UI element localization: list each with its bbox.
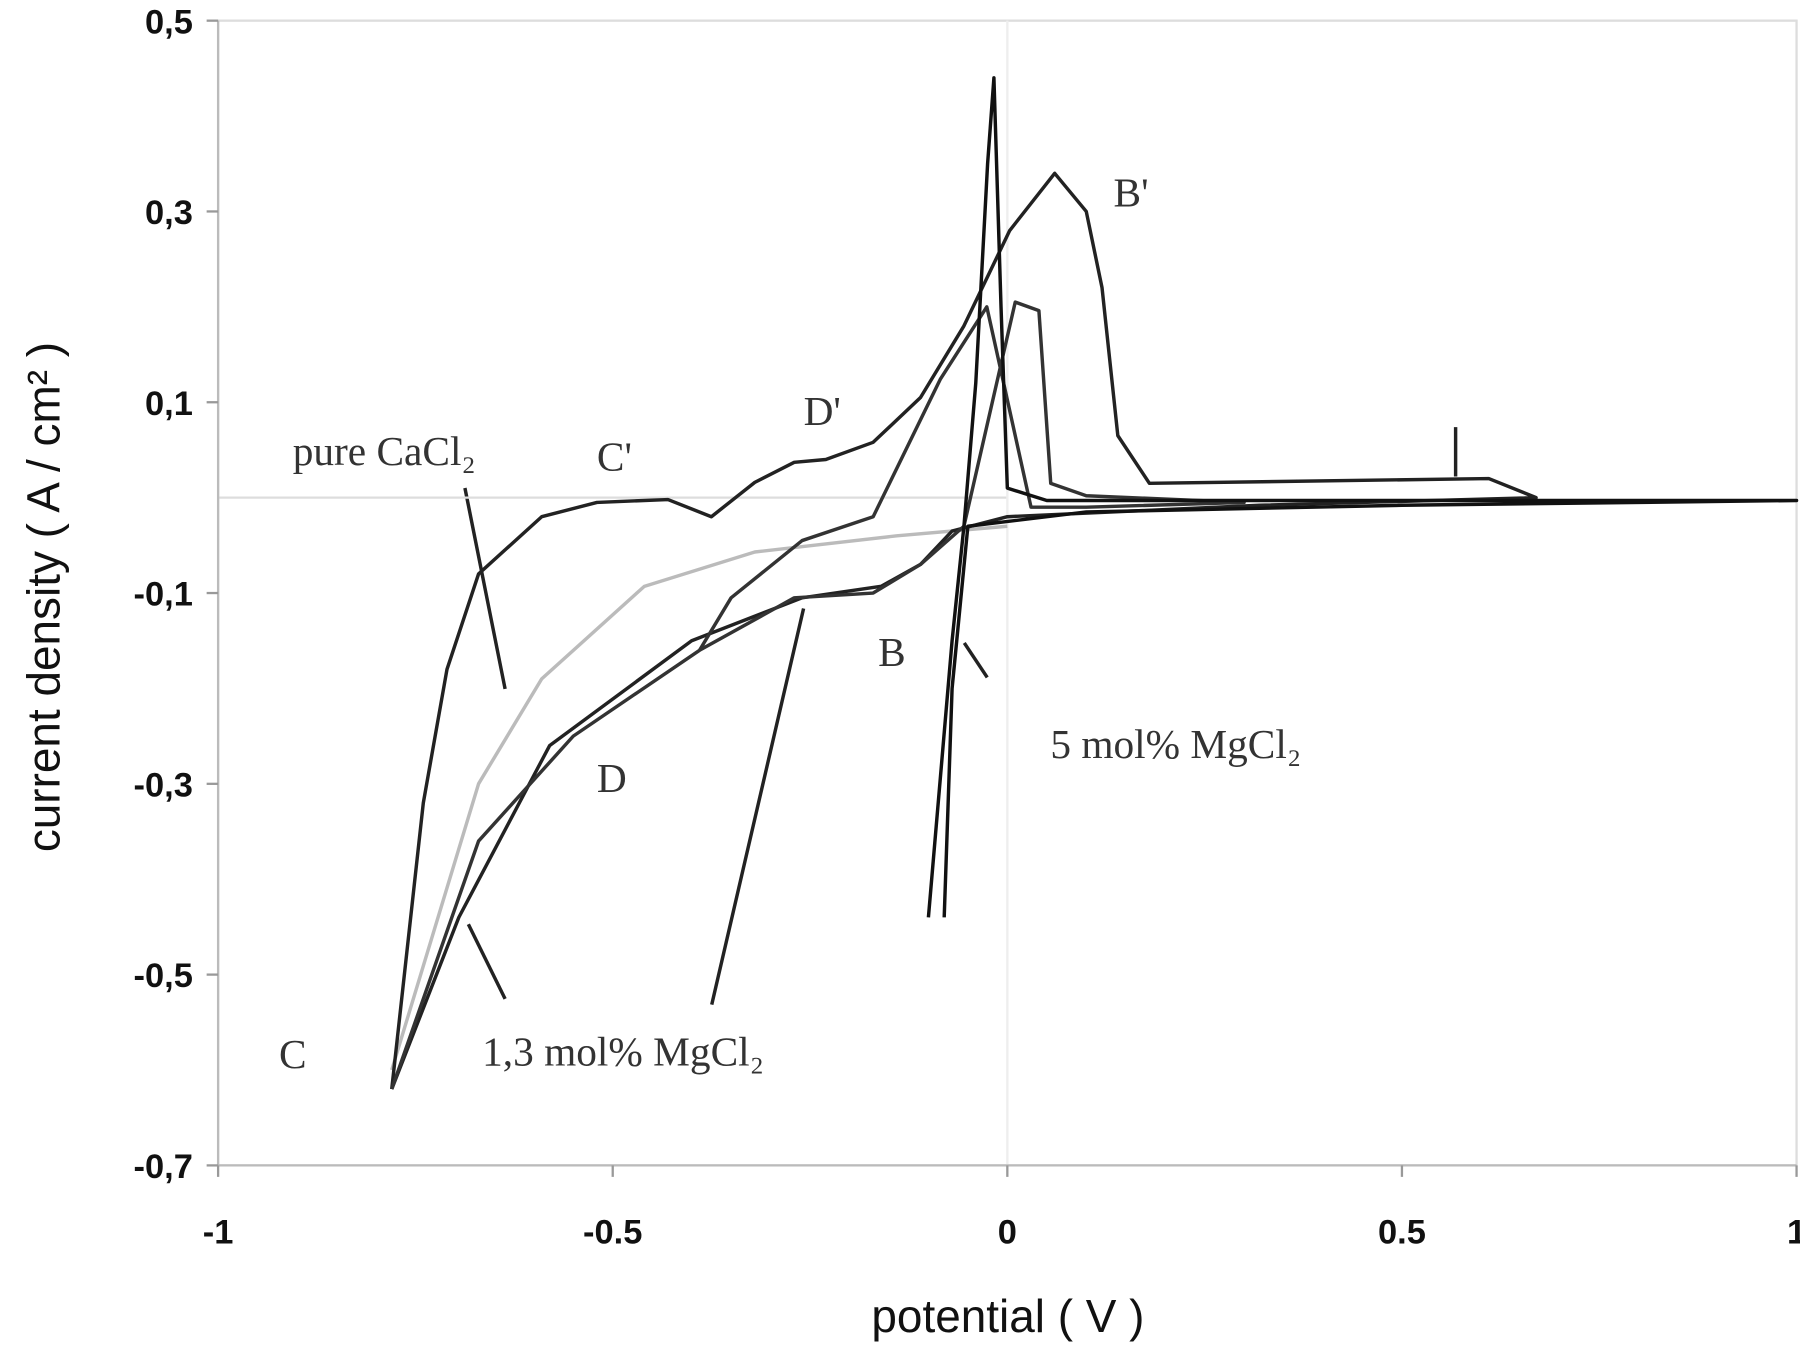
annotation: D' xyxy=(804,388,841,434)
x-tick-label: 0.5 xyxy=(1378,1213,1426,1251)
x-tick-label: 1 xyxy=(1787,1213,1800,1251)
y-tick-label: 0,5 xyxy=(145,3,193,41)
x-tick-label: 0 xyxy=(998,1213,1017,1251)
annotation: B' xyxy=(1114,170,1149,216)
x-tick-label: -1 xyxy=(203,1213,234,1251)
y-tick-label: -0,7 xyxy=(134,1148,193,1186)
y-tick-label: -0,5 xyxy=(134,957,193,995)
x-tick-label: -0.5 xyxy=(583,1213,642,1251)
arrows xyxy=(463,427,1458,1006)
annotation: 1,3 mol% MgCl₂ xyxy=(482,1029,764,1075)
annotation: C' xyxy=(597,434,632,480)
annotation: 5 mol% MgCl₂ xyxy=(1050,721,1301,767)
series-line xyxy=(390,524,1008,1071)
y-tick-label: 0,3 xyxy=(145,194,193,232)
annotation: pure CaCl₂ xyxy=(293,428,476,474)
y-axis-label: current density ( A / cm² ) xyxy=(18,342,70,852)
annotation: B xyxy=(878,629,906,675)
series-line xyxy=(926,76,1799,918)
x-axis-label: potential ( V ) xyxy=(871,1290,1144,1342)
y-tick-label: -0,3 xyxy=(134,766,193,804)
series-line xyxy=(390,171,1538,1090)
annotation: D xyxy=(597,755,627,801)
annotation: C xyxy=(279,1031,307,1077)
y-tick-label: 0,1 xyxy=(145,385,193,423)
series-line xyxy=(390,300,1246,1090)
y-tick-label: -0,1 xyxy=(134,576,193,614)
